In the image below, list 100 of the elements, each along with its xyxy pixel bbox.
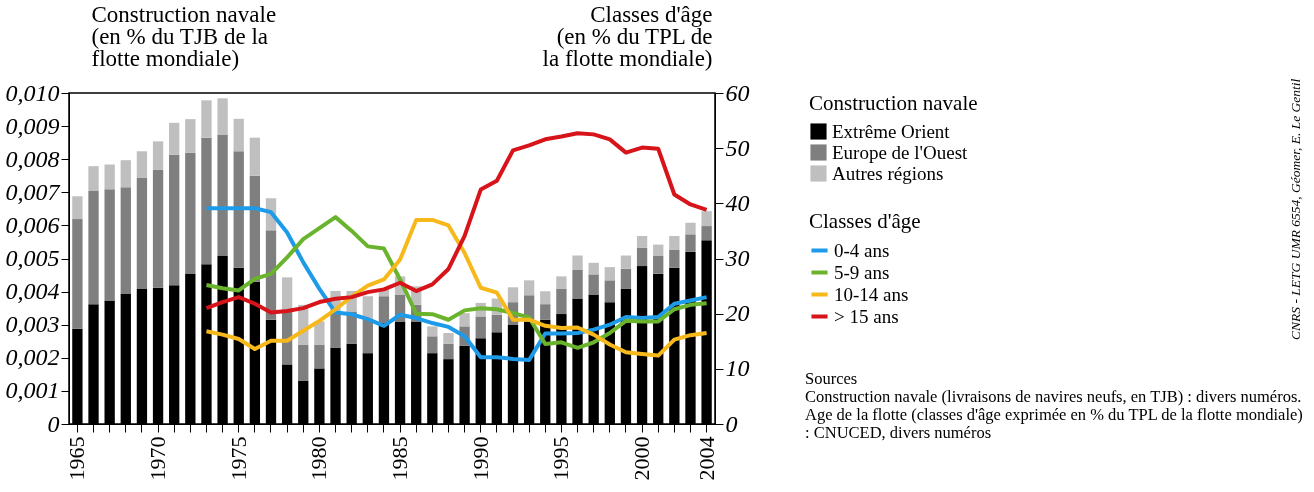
legend-label: Europe de l'Ouest — [832, 141, 969, 163]
x-tick-label: 1995 — [548, 436, 574, 481]
y2-tick-label: 0 — [725, 410, 738, 437]
bar — [281, 277, 293, 312]
x-tick-label: 2000 — [629, 436, 655, 481]
bar — [588, 262, 599, 275]
bar — [491, 314, 503, 333]
bar — [152, 169, 164, 288]
legend-label: Autres régions — [832, 162, 944, 184]
bar — [620, 255, 632, 269]
bar — [169, 122, 180, 155]
bar — [72, 196, 83, 220]
x-tick-label: 1965 — [64, 436, 90, 481]
bar — [540, 291, 551, 305]
bar — [88, 166, 99, 191]
bar — [185, 119, 196, 153]
text: Construction navale (livraisons de navires neufs, en TJB) : divers numéros. — [805, 387, 1303, 406]
bar — [314, 344, 325, 369]
bar — [604, 280, 615, 303]
bar — [201, 137, 212, 265]
bar — [572, 270, 583, 299]
bar — [669, 235, 680, 250]
bar — [120, 160, 131, 188]
bar — [653, 244, 664, 256]
legend-label: 10-14 ans — [834, 283, 909, 305]
bar — [330, 311, 341, 348]
bar — [443, 332, 454, 344]
bar — [362, 319, 373, 354]
y-tick-label: 0,009 — [5, 112, 60, 139]
bar — [249, 175, 261, 282]
bar — [507, 287, 519, 303]
bar — [185, 152, 196, 275]
bar — [104, 189, 115, 301]
bar — [427, 326, 438, 337]
text: Construction navale — [809, 91, 978, 115]
bar — [556, 276, 567, 289]
bar — [636, 235, 648, 248]
bar — [136, 151, 148, 179]
y-tick-label: 0,010 — [5, 79, 60, 106]
legend-label: 0-4 ans — [834, 239, 890, 261]
y-tick-label: 0 — [47, 410, 60, 437]
y-tick-label: 0,008 — [5, 145, 60, 172]
bar — [378, 296, 390, 324]
bar — [201, 100, 212, 138]
y-tick-label: 0,002 — [5, 344, 60, 371]
bar — [104, 164, 115, 190]
x-tick-label: 1990 — [467, 436, 493, 481]
bar — [669, 249, 680, 268]
bar — [556, 288, 567, 315]
x-tick-label: 1970 — [145, 436, 171, 481]
bar — [588, 274, 599, 295]
bar — [459, 313, 470, 327]
bar — [701, 226, 712, 241]
bar — [120, 187, 131, 294]
bar — [217, 134, 228, 256]
y-tick-label: 0,004 — [5, 278, 60, 305]
bar — [443, 343, 454, 360]
legend-label: 5-9 ans — [834, 261, 890, 283]
text: Age de la flotte (classes d'âge exprimée en % du TPL de la flotte mondiale) : CNUCED, divers numéros — [805, 405, 1304, 442]
text: CNRS - LETG UMR 6554, Géomer, E. Le Gentil — [1288, 77, 1304, 340]
bar — [88, 190, 99, 305]
x-tick-label: 1985 — [387, 436, 413, 481]
text: Classes d'âge — [809, 209, 921, 233]
legend-label: > 15 ans — [834, 305, 899, 327]
y2-tick-label: 40 — [725, 189, 750, 216]
y2-tick-label: 10 — [725, 355, 750, 382]
bar — [685, 222, 696, 235]
y2-tick-label: 20 — [725, 300, 750, 327]
bar — [701, 211, 712, 227]
bar — [620, 268, 632, 289]
bar — [72, 219, 83, 329]
bar — [314, 321, 325, 345]
bar — [572, 255, 583, 271]
bar — [136, 178, 148, 289]
line-series — [204, 131, 709, 315]
bar — [523, 280, 535, 296]
bar — [152, 141, 164, 170]
x-tick-label: 1980 — [306, 436, 332, 481]
bar — [685, 234, 696, 252]
bar — [217, 98, 228, 135]
y-tick-label: 0,003 — [5, 311, 60, 338]
legend-label: Extrême Orient — [832, 120, 951, 142]
y-axis-title: Construction navale (en % du TJB de la flotte mondiale) — [91, 1, 277, 71]
bar — [169, 154, 180, 286]
y-tick-label: 0,005 — [5, 245, 60, 271]
y-tick-label: 0,006 — [5, 211, 60, 238]
bar — [249, 137, 261, 176]
bar — [233, 151, 244, 268]
y2-tick-label: 60 — [725, 79, 750, 106]
y-tick-label: 0,007 — [5, 178, 61, 205]
y2-tick-label: 30 — [724, 245, 750, 271]
x-tick-label: 1975 — [225, 436, 251, 481]
bar — [653, 255, 664, 274]
bar — [636, 247, 648, 267]
bar — [604, 267, 615, 281]
x-tick-label: 2004 — [693, 436, 719, 481]
bar — [298, 344, 309, 381]
bar — [233, 118, 244, 152]
bar — [475, 316, 486, 339]
y-tick-label: 0,001 — [5, 377, 60, 404]
